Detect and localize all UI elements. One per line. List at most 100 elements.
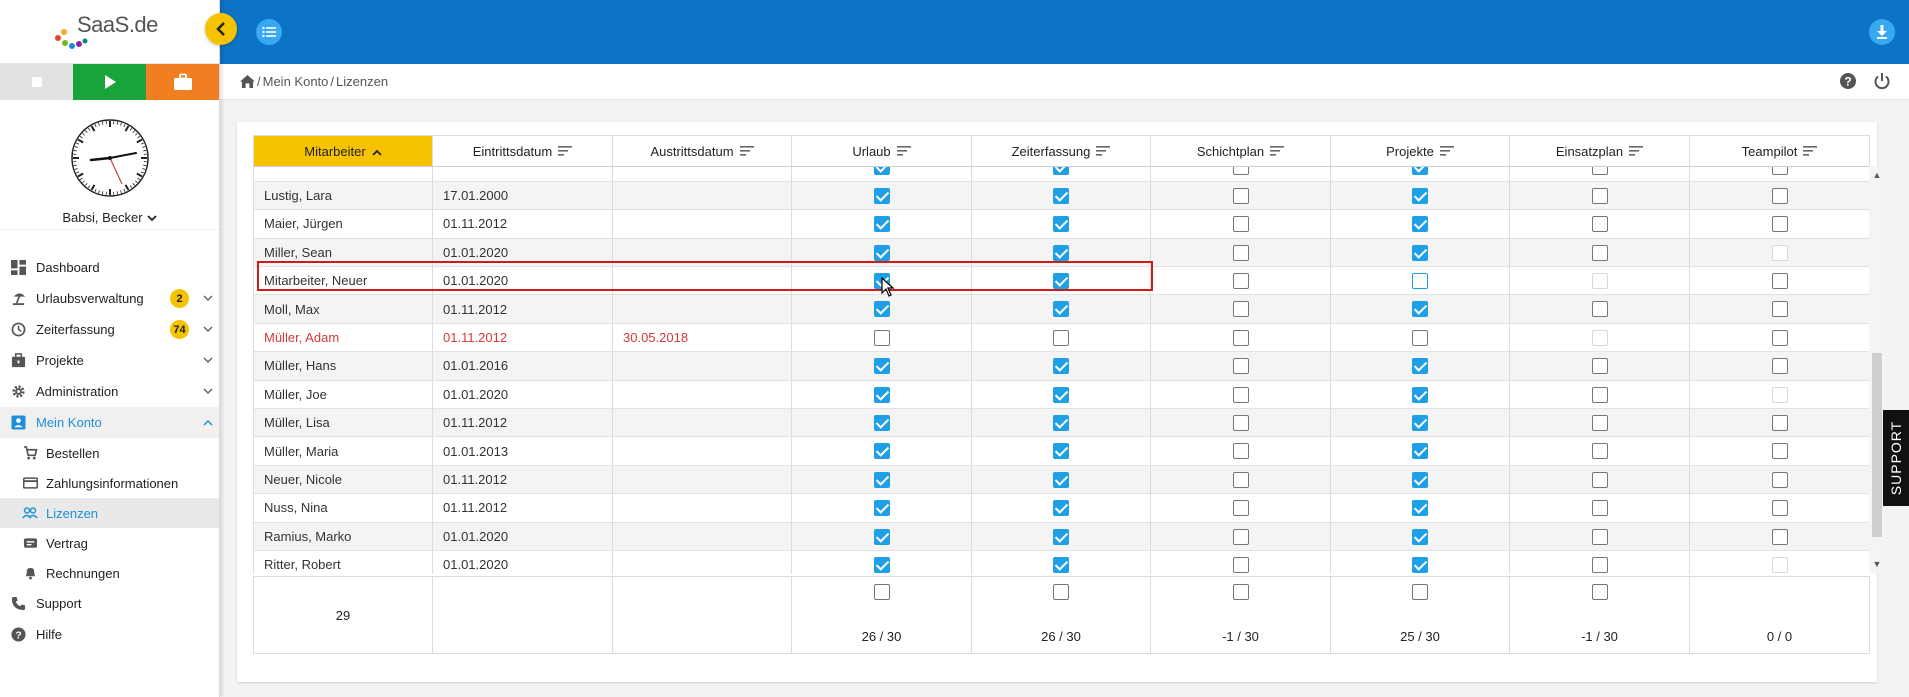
- license-checkbox[interactable]: [1412, 443, 1428, 460]
- sidebar-item-urlaubsverwaltung[interactable]: Urlaubsverwaltung 2: [0, 283, 219, 314]
- license-checkbox[interactable]: [1232, 528, 1249, 545]
- column-header-mitarbeiter[interactable]: Mitarbeiter: [253, 135, 433, 167]
- logout-button[interactable]: [1873, 72, 1891, 93]
- license-checkbox[interactable]: [1412, 187, 1428, 204]
- license-checkbox[interactable]: [1412, 471, 1428, 488]
- breadcrumb-mein-konto[interactable]: Mein Konto: [262, 74, 329, 89]
- license-checkbox[interactable]: [1232, 244, 1249, 261]
- license-checkbox[interactable]: [1053, 500, 1069, 517]
- license-checkbox[interactable]: [873, 244, 890, 261]
- license-checkbox[interactable]: [1232, 273, 1249, 290]
- license-checkbox[interactable]: [1053, 556, 1069, 573]
- license-checkbox[interactable]: [1591, 216, 1608, 233]
- download-button[interactable]: [1869, 19, 1895, 45]
- sidebar-subitem-rechnungen[interactable]: Rechnungen: [0, 558, 219, 588]
- license-checkbox[interactable]: [1771, 471, 1788, 488]
- support-tab[interactable]: SUPPORT: [1883, 410, 1909, 506]
- table-row[interactable]: Maier, Jürgen 01.11.2012: [253, 209, 1869, 239]
- license-checkbox[interactable]: [1232, 471, 1249, 488]
- license-checkbox[interactable]: [1232, 500, 1249, 517]
- license-checkbox[interactable]: [1591, 358, 1608, 375]
- license-checkbox[interactable]: [1053, 329, 1069, 346]
- select-all-checkbox[interactable]: [1412, 584, 1428, 600]
- sidebar-item-projekte[interactable]: Projekte: [0, 345, 219, 376]
- license-checkbox[interactable]: [1591, 471, 1608, 488]
- license-checkbox[interactable]: [1053, 167, 1069, 176]
- table-row[interactable]: Neuer, Nicole 01.11.2012: [253, 465, 1869, 495]
- license-checkbox[interactable]: [1591, 556, 1608, 573]
- vertical-scrollbar[interactable]: ▲ ▼: [1869, 166, 1885, 573]
- table-row[interactable]: Miller, Sean 01.01.2020: [253, 238, 1869, 268]
- license-checkbox[interactable]: [873, 500, 890, 517]
- license-checkbox[interactable]: [1591, 500, 1608, 517]
- license-checkbox[interactable]: [1771, 500, 1788, 517]
- license-checkbox[interactable]: [873, 414, 890, 431]
- license-checkbox[interactable]: [873, 471, 890, 488]
- license-checkbox[interactable]: [1412, 329, 1428, 346]
- column-header-projekte[interactable]: Projekte: [1330, 135, 1510, 167]
- scroll-down-icon[interactable]: ▼: [1872, 559, 1882, 569]
- column-header-zeiterfassung[interactable]: Zeiterfassung: [971, 135, 1151, 167]
- license-checkbox[interactable]: [1232, 329, 1249, 346]
- license-checkbox[interactable]: [1771, 273, 1788, 290]
- license-checkbox[interactable]: [1771, 528, 1788, 545]
- license-checkbox[interactable]: [1232, 358, 1249, 375]
- scrollbar-thumb[interactable]: [1872, 353, 1882, 537]
- license-checkbox[interactable]: [873, 216, 890, 233]
- select-all-checkbox[interactable]: [1591, 584, 1608, 600]
- home-link[interactable]: [240, 75, 255, 88]
- license-checkbox[interactable]: [1591, 167, 1608, 176]
- license-checkbox[interactable]: [1412, 167, 1428, 176]
- list-menu-button[interactable]: [256, 19, 282, 45]
- table-row[interactable]: Ramius, Marko 01.01.2020: [253, 522, 1869, 551]
- license-checkbox[interactable]: [1412, 216, 1428, 233]
- license-checkbox[interactable]: [1412, 244, 1428, 261]
- license-checkbox[interactable]: [1591, 244, 1608, 261]
- sidebar-item-zeiterfassung[interactable]: Zeiterfassung 74: [0, 314, 219, 345]
- license-checkbox[interactable]: [1053, 244, 1069, 261]
- license-checkbox[interactable]: [1232, 301, 1249, 318]
- license-checkbox[interactable]: [1591, 386, 1608, 403]
- license-checkbox[interactable]: [1412, 528, 1428, 545]
- column-header-einsatzplan[interactable]: Einsatzplan: [1509, 135, 1690, 167]
- license-checkbox[interactable]: [873, 386, 890, 403]
- license-checkbox[interactable]: [873, 301, 890, 318]
- license-checkbox[interactable]: [1232, 167, 1249, 176]
- license-checkbox[interactable]: [1053, 301, 1069, 318]
- license-checkbox[interactable]: [1771, 414, 1788, 431]
- license-checkbox[interactable]: [1412, 386, 1428, 403]
- sidebar-item-dashboard[interactable]: Dashboard: [0, 252, 219, 283]
- stop-button[interactable]: [0, 64, 73, 100]
- license-checkbox[interactable]: [1232, 414, 1249, 431]
- work-button[interactable]: [146, 64, 219, 100]
- license-checkbox[interactable]: [873, 167, 890, 176]
- license-checkbox[interactable]: [873, 273, 890, 290]
- license-checkbox[interactable]: [1232, 386, 1249, 403]
- column-header-austrittsdatum[interactable]: Austrittsdatum: [612, 135, 792, 167]
- license-checkbox[interactable]: [1591, 528, 1608, 545]
- license-checkbox[interactable]: [1232, 443, 1249, 460]
- license-checkbox[interactable]: [1053, 528, 1069, 545]
- table-row[interactable]: Mitarbeiter, Neuer 01.01.2020: [253, 266, 1869, 296]
- select-all-checkbox[interactable]: [1053, 584, 1069, 600]
- sidebar-item-hilfe[interactable]: ? Hilfe: [0, 619, 219, 650]
- column-header-urlaub[interactable]: Urlaub: [791, 135, 972, 167]
- license-checkbox[interactable]: [1771, 329, 1788, 346]
- license-checkbox[interactable]: [1412, 556, 1428, 573]
- column-header-eintrittsdatum[interactable]: Eintrittsdatum: [432, 135, 613, 167]
- license-checkbox[interactable]: [1591, 301, 1608, 318]
- table-row[interactable]: Müller, Maria 01.01.2013: [253, 436, 1869, 466]
- license-checkbox[interactable]: [1771, 301, 1788, 318]
- license-checkbox[interactable]: [1591, 414, 1608, 431]
- license-checkbox[interactable]: [873, 358, 890, 375]
- select-all-checkbox[interactable]: [873, 584, 890, 600]
- license-checkbox[interactable]: [873, 187, 890, 204]
- license-checkbox[interactable]: [1412, 301, 1428, 318]
- license-checkbox[interactable]: [1053, 358, 1069, 375]
- logo[interactable]: SaaS.de: [0, 0, 219, 64]
- table-body-viewport[interactable]: Lustig, Lara 17.01.2000 Maier, Jürgen 01.11…: [253, 167, 1869, 574]
- sidebar-item-administration[interactable]: Administration: [0, 376, 219, 407]
- license-checkbox[interactable]: [873, 528, 890, 545]
- license-checkbox[interactable]: [1412, 273, 1428, 290]
- license-checkbox[interactable]: [1053, 187, 1069, 204]
